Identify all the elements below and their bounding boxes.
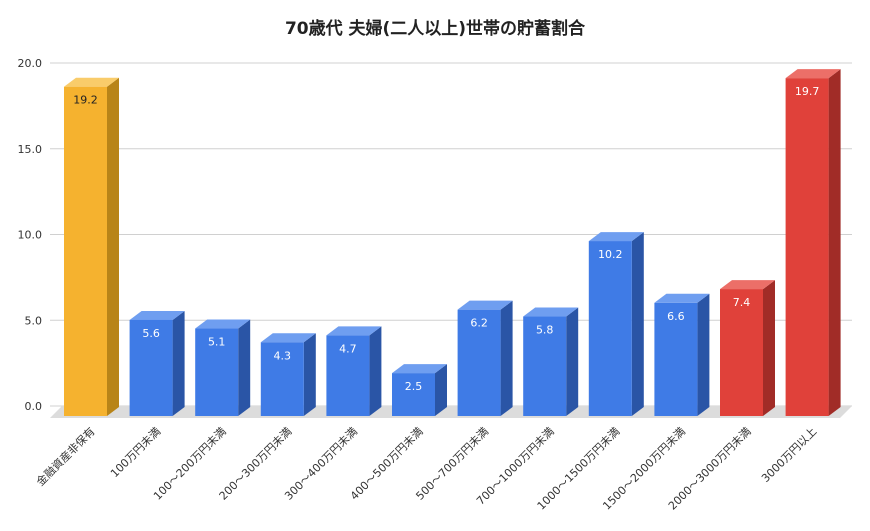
bar-top [785,69,841,79]
x-category-label: 200～300万円未満 [217,425,295,503]
chart-title: 70歳代 夫婦(二人以上)世帯の貯蓄割合 [284,19,586,39]
x-axis-labels: 金融資産非保有 100万円未満100～200万円未満200～300万円未満300～… [33,424,819,512]
floor-plane [50,406,852,418]
bar-side [238,319,251,416]
bar-top [720,280,775,290]
x-category-label: 500～700万円未満 [413,425,491,503]
bars: 19.2 5.6 5.1 4.3 4.7 2.5 6.2 5.8 10.2 6.6 7.4 19.7 [64,69,841,417]
bar-front [260,342,304,416]
bar-side [763,280,775,416]
bar: 6.2 [457,300,513,416]
y-tick-label: 0.0 [25,400,43,413]
bar-front [392,373,435,416]
y-tick-label: 20.0 [18,57,43,70]
bar-front [523,316,567,416]
bar-top [523,307,579,317]
bar: 5.8 [523,307,579,416]
bar: 4.7 [326,326,382,416]
bar-value-label: 2.5 [405,380,423,393]
bar-value-label: 7.4 [733,296,751,309]
bar-value-label: 6.6 [667,310,685,323]
bar-side [500,300,513,416]
bar-front [326,335,370,416]
x-category-label: 400～500万円未満 [348,425,426,503]
bar: 7.4 [720,280,775,416]
bar-top [64,77,119,87]
y-tick-label: 10.0 [18,229,43,242]
y-tick-label: 15.0 [18,143,43,156]
bar-top [326,326,382,336]
bar-front [457,309,501,416]
bar: 4.3 [260,333,316,416]
bar-side [435,364,447,416]
bar: 10.2 [588,232,644,416]
bar-front [129,319,173,416]
bar-front [64,86,107,416]
bar-value-label: 6.2 [470,317,488,330]
x-category-label: 金融資産非保有 [33,424,97,488]
bar-side [631,232,644,416]
bar-top [129,310,185,320]
x-category-label: 100～200万円未満 [151,425,229,503]
bar-side [107,77,119,416]
bar-value-label: 19.7 [795,85,820,98]
x-category-label: 300～400万円未満 [282,425,360,503]
bar-top [457,300,513,310]
bar-top [654,293,710,303]
bar-value-label: 5.6 [142,327,160,340]
bar-value-label: 19.2 [73,94,98,107]
bar-value-label: 5.1 [208,336,226,349]
bar-side [566,307,579,416]
bar-top [588,232,644,242]
bar: 19.2 [64,77,119,416]
bar-side [172,310,185,416]
bar: 5.1 [195,319,251,416]
bar-front [720,289,763,416]
bar-value-label: 5.8 [536,324,554,337]
bar-side [303,333,316,416]
bar-front [588,241,632,416]
bar-top [392,364,447,374]
bar: 6.6 [654,293,710,416]
chart-floor [50,406,852,418]
bar: 19.7 [785,69,841,417]
bar-side [828,69,841,417]
bar-top [195,319,251,329]
y-axis-ticks: 0.0 5.0 10.0 15.0 20.0 [18,57,43,413]
bar-front [195,328,239,416]
bar-side [369,326,382,416]
bar-value-label: 4.3 [274,349,292,362]
bar-value-label: 4.7 [339,342,357,355]
y-tick-label: 5.0 [25,314,43,327]
bar: 5.6 [129,310,185,416]
x-category-label: 100万円未満 [108,425,163,480]
bar-front [654,302,698,416]
bar-value-label: 10.2 [598,248,623,261]
x-category-label: 3000万円以上 [759,425,819,485]
bar-top [260,333,316,343]
bar-front [785,78,829,417]
bar: 2.5 [392,364,447,416]
bar-side [697,293,710,416]
